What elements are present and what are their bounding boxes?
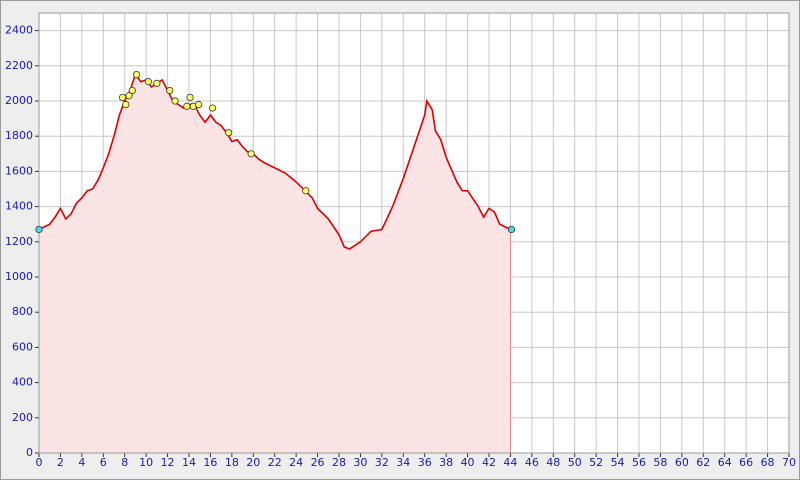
x-tick-label: 36: [418, 456, 432, 469]
marker: [195, 100, 203, 109]
y-tick-label: 1000: [5, 270, 33, 283]
x-tick-label: 60: [675, 456, 689, 469]
y-tick-label: 1600: [5, 164, 33, 177]
x-tick-label: 18: [225, 456, 239, 469]
y-tick-label: 1200: [5, 235, 33, 248]
marker: [144, 78, 152, 86]
x-tick-label: 26: [311, 456, 325, 469]
x-tick-label: 20: [246, 456, 260, 469]
y-tick-label: 800: [12, 305, 33, 318]
x-tick-label: 62: [696, 456, 710, 469]
marker: [186, 93, 194, 102]
marker: [128, 86, 136, 95]
x-tick-label: 16: [203, 456, 217, 469]
y-tick-label: 600: [12, 340, 33, 353]
x-tick-label: 22: [268, 456, 282, 469]
x-tick-label: 14: [182, 456, 196, 469]
marker: [208, 104, 217, 112]
x-tick-label: 28: [332, 456, 346, 469]
y-tick-label: 0: [26, 446, 33, 459]
marker: [122, 100, 130, 109]
marker: [302, 187, 310, 195]
marker: [247, 150, 255, 158]
x-tick-label: 38: [439, 456, 453, 469]
x-tick-label: 52: [589, 456, 603, 469]
x-tick-label: 0: [36, 456, 43, 469]
marker: [225, 129, 233, 137]
x-tick-label: 42: [482, 456, 496, 469]
x-tick-label: 10: [139, 456, 153, 469]
x-tick-label: 48: [546, 456, 560, 469]
x-tick-label: 70: [782, 456, 796, 469]
x-tick-label: 50: [568, 456, 582, 469]
x-tick-label: 12: [161, 456, 175, 469]
x-tick-label: 32: [375, 456, 389, 469]
marker: [507, 225, 516, 234]
marker: [125, 92, 133, 100]
x-tick-label: 46: [525, 456, 539, 469]
y-tick-label: 2200: [5, 59, 33, 72]
x-tick-label: 64: [718, 456, 732, 469]
y-tick-label: 1800: [5, 129, 33, 142]
marker: [183, 102, 191, 110]
x-tick-label: 68: [761, 456, 775, 469]
marker: [171, 97, 179, 105]
x-tick-label: 30: [353, 456, 367, 469]
x-tick-label: 2: [57, 456, 64, 469]
marker: [118, 93, 127, 102]
x-tick-label: 6: [100, 456, 107, 469]
marker: [35, 225, 43, 234]
x-tick-label: 24: [289, 456, 303, 469]
marker: [153, 79, 161, 88]
y-tick-label: 2400: [5, 24, 33, 37]
y-tick-label: 1400: [5, 200, 33, 213]
x-tick-label: 4: [78, 456, 85, 469]
x-tick-label: 54: [611, 456, 625, 469]
x-tick-label: 8: [121, 456, 128, 469]
elevation-line: [38, 72, 511, 250]
x-tick-label: 66: [739, 456, 753, 469]
x-tick-label: 58: [653, 456, 667, 469]
x-tick-label: 34: [396, 456, 410, 469]
marker: [166, 86, 174, 95]
y-tick-label: 200: [12, 411, 33, 424]
y-tick-label: 400: [12, 376, 33, 389]
x-tick-label: 56: [632, 456, 646, 469]
x-tick-label: 40: [461, 456, 475, 469]
y-tick-label: 2000: [5, 94, 33, 107]
x-tick-label: 44: [503, 456, 517, 469]
marker: [132, 71, 141, 79]
